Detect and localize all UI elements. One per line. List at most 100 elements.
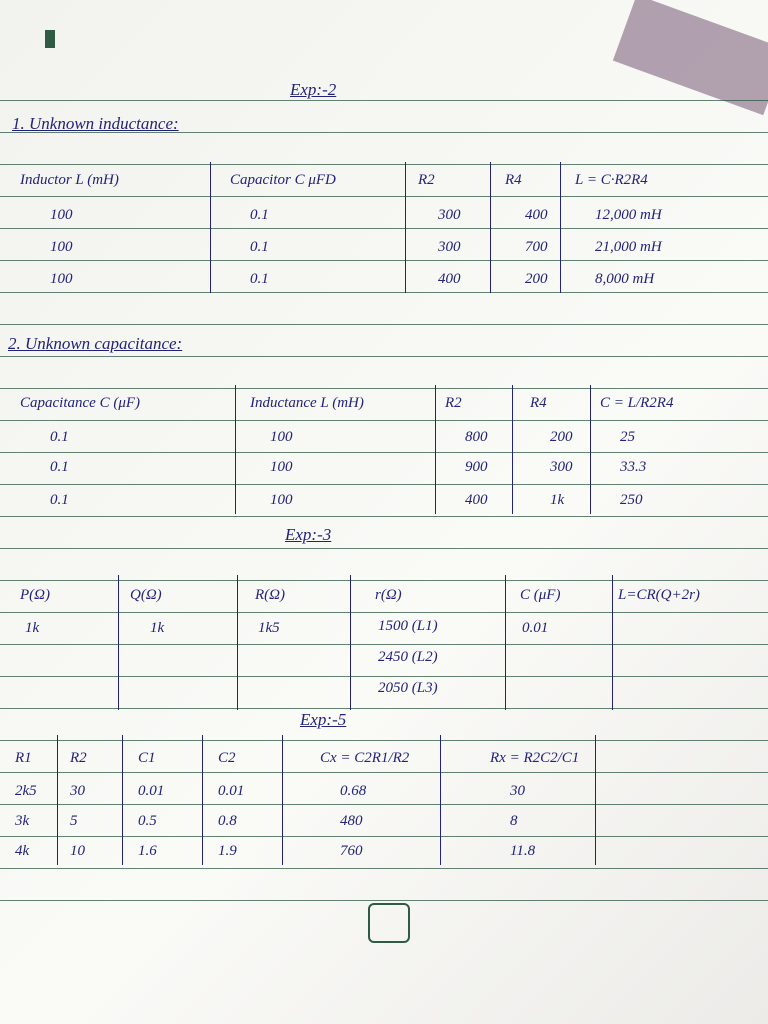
table-cell: 0.1 xyxy=(250,239,269,255)
table-cell: 0.1 xyxy=(250,207,269,223)
ruled-line xyxy=(0,772,768,773)
ruled-line xyxy=(0,420,768,421)
table-header: Rx = R2C2/C1 xyxy=(490,750,580,766)
table-divider xyxy=(202,735,203,865)
table-cell: 400 xyxy=(525,207,548,223)
ruled-line xyxy=(0,516,768,517)
table-header: Q(Ω) xyxy=(130,587,162,603)
ruled-line xyxy=(0,132,768,133)
table-divider xyxy=(560,162,561,293)
ruled-line xyxy=(0,644,768,645)
table-divider xyxy=(237,575,238,710)
table-header: C2 xyxy=(218,750,236,766)
table-divider xyxy=(490,162,491,293)
table-cell: 700 xyxy=(525,239,548,255)
table-divider xyxy=(118,575,119,710)
table-cell: 100 xyxy=(50,239,73,255)
table-header: R4 xyxy=(505,172,522,188)
table-divider xyxy=(505,575,506,710)
table-cell: 800 xyxy=(465,429,488,445)
table-cell: 300 xyxy=(438,239,461,255)
experiment-heading: Exp:-5 xyxy=(300,710,347,729)
ruled-line xyxy=(0,292,768,293)
table-header: R2 xyxy=(70,750,87,766)
table-cell: 0.1 xyxy=(50,459,69,475)
table-cell: 2k5 xyxy=(15,783,37,799)
table-cell: 25 xyxy=(620,429,635,445)
section-title: 1. Unknown inductance: xyxy=(12,114,179,133)
table-cell: 480 xyxy=(340,813,363,829)
table-cell: 1k5 xyxy=(258,620,280,636)
ruled-line xyxy=(0,676,768,677)
table-cell: 2050 (L3) xyxy=(378,680,438,696)
table-header: Capacitance C (μF) xyxy=(20,395,140,411)
table-divider xyxy=(435,385,436,514)
ruled-line xyxy=(0,164,768,165)
table-header: Inductor L (mH) xyxy=(20,172,119,188)
table-header: R2 xyxy=(445,395,462,411)
table-cell: 0.5 xyxy=(138,813,157,829)
table-divider xyxy=(595,735,596,865)
table-cell: 30 xyxy=(510,783,525,799)
table-cell: 21,000 mH xyxy=(595,239,662,255)
table-cell: 10 xyxy=(70,843,85,859)
ruled-line xyxy=(0,196,768,197)
table-cell: 5 xyxy=(70,813,78,829)
table-cell: 100 xyxy=(270,492,293,508)
table-cell: 1k xyxy=(550,492,565,508)
table-header: Inductance L (mH) xyxy=(250,395,364,411)
ruled-line xyxy=(0,708,768,709)
ruled-line xyxy=(0,388,768,389)
ruled-line xyxy=(0,612,768,613)
table-cell: 2450 (L2) xyxy=(378,649,438,665)
table-divider xyxy=(235,385,236,514)
margin-mark xyxy=(45,30,55,48)
table-header: C (μF) xyxy=(520,587,561,603)
table-header: Capacitor C μFD xyxy=(230,172,336,188)
section-title: 2. Unknown capacitance: xyxy=(8,334,183,353)
table-cell: 760 xyxy=(340,843,363,859)
table-divider xyxy=(210,162,211,293)
table-cell: 100 xyxy=(270,429,293,445)
ruled-line xyxy=(0,484,768,485)
table-header: r(Ω) xyxy=(375,587,402,603)
ruled-line xyxy=(0,324,768,325)
table-divider xyxy=(590,385,591,514)
table-cell: 200 xyxy=(525,271,548,287)
table-divider xyxy=(282,735,283,865)
table-header: C1 xyxy=(138,750,156,766)
table-cell: 8,000 mH xyxy=(595,271,655,287)
table-cell: 300 xyxy=(438,207,461,223)
ruled-line xyxy=(0,580,768,581)
table-header: R2 xyxy=(418,172,435,188)
table-cell: 900 xyxy=(465,459,488,475)
table-cell: 4k xyxy=(15,843,30,859)
table-cell: 0.1 xyxy=(250,271,269,287)
table-divider xyxy=(122,735,123,865)
table-divider xyxy=(440,735,441,865)
table-cell: 100 xyxy=(270,459,293,475)
table-cell: 0.1 xyxy=(50,429,69,445)
ruled-line xyxy=(0,100,768,101)
table-header: P(Ω) xyxy=(20,587,50,603)
table-cell: 100 xyxy=(50,207,73,223)
table-header: C = L/R2R4 xyxy=(600,395,674,411)
table-header: R4 xyxy=(530,395,547,411)
ruled-line xyxy=(0,836,768,837)
table-header: R(Ω) xyxy=(255,587,285,603)
table-divider xyxy=(57,735,58,865)
table-cell: 0.01 xyxy=(522,620,549,636)
table-cell: 0.01 xyxy=(218,783,245,799)
table-divider xyxy=(512,385,513,514)
table-cell: 3k xyxy=(15,813,30,829)
table-cell: 0.8 xyxy=(218,813,237,829)
table-divider xyxy=(612,575,613,710)
table-cell: 1k xyxy=(150,620,165,636)
table-cell: 0.01 xyxy=(138,783,165,799)
ruled-line xyxy=(0,548,768,549)
ruled-line xyxy=(0,356,768,357)
table-cell: 400 xyxy=(465,492,488,508)
table-cell: 400 xyxy=(438,271,461,287)
checkbox-icon xyxy=(368,903,410,943)
table-cell: 11.8 xyxy=(510,843,536,859)
